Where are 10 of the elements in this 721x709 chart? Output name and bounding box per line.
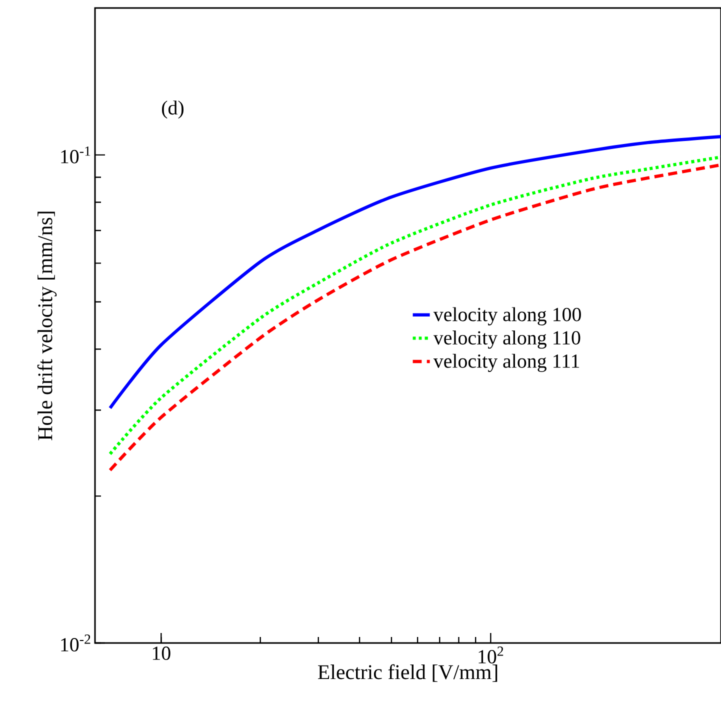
- legend-label: velocity along 100: [433, 307, 581, 326]
- x-axis-title: Electric field [V/mm]: [318, 664, 498, 682]
- x-tick-label: 10$^{2}$: [478, 646, 504, 664]
- y-tick-label: 10$^{-2}$: [61, 634, 90, 652]
- legend-label: velocity along 110: [433, 330, 580, 349]
- y-tick-label: 10$^{-1}$: [61, 146, 90, 164]
- annotation: (d): [162, 100, 184, 119]
- legend-label: velocity along 111: [433, 354, 580, 372]
- y-axis-title: Hole drift velocity [mm/ns]: [37, 212, 57, 440]
- x-tick-label: 10: [152, 646, 170, 660]
